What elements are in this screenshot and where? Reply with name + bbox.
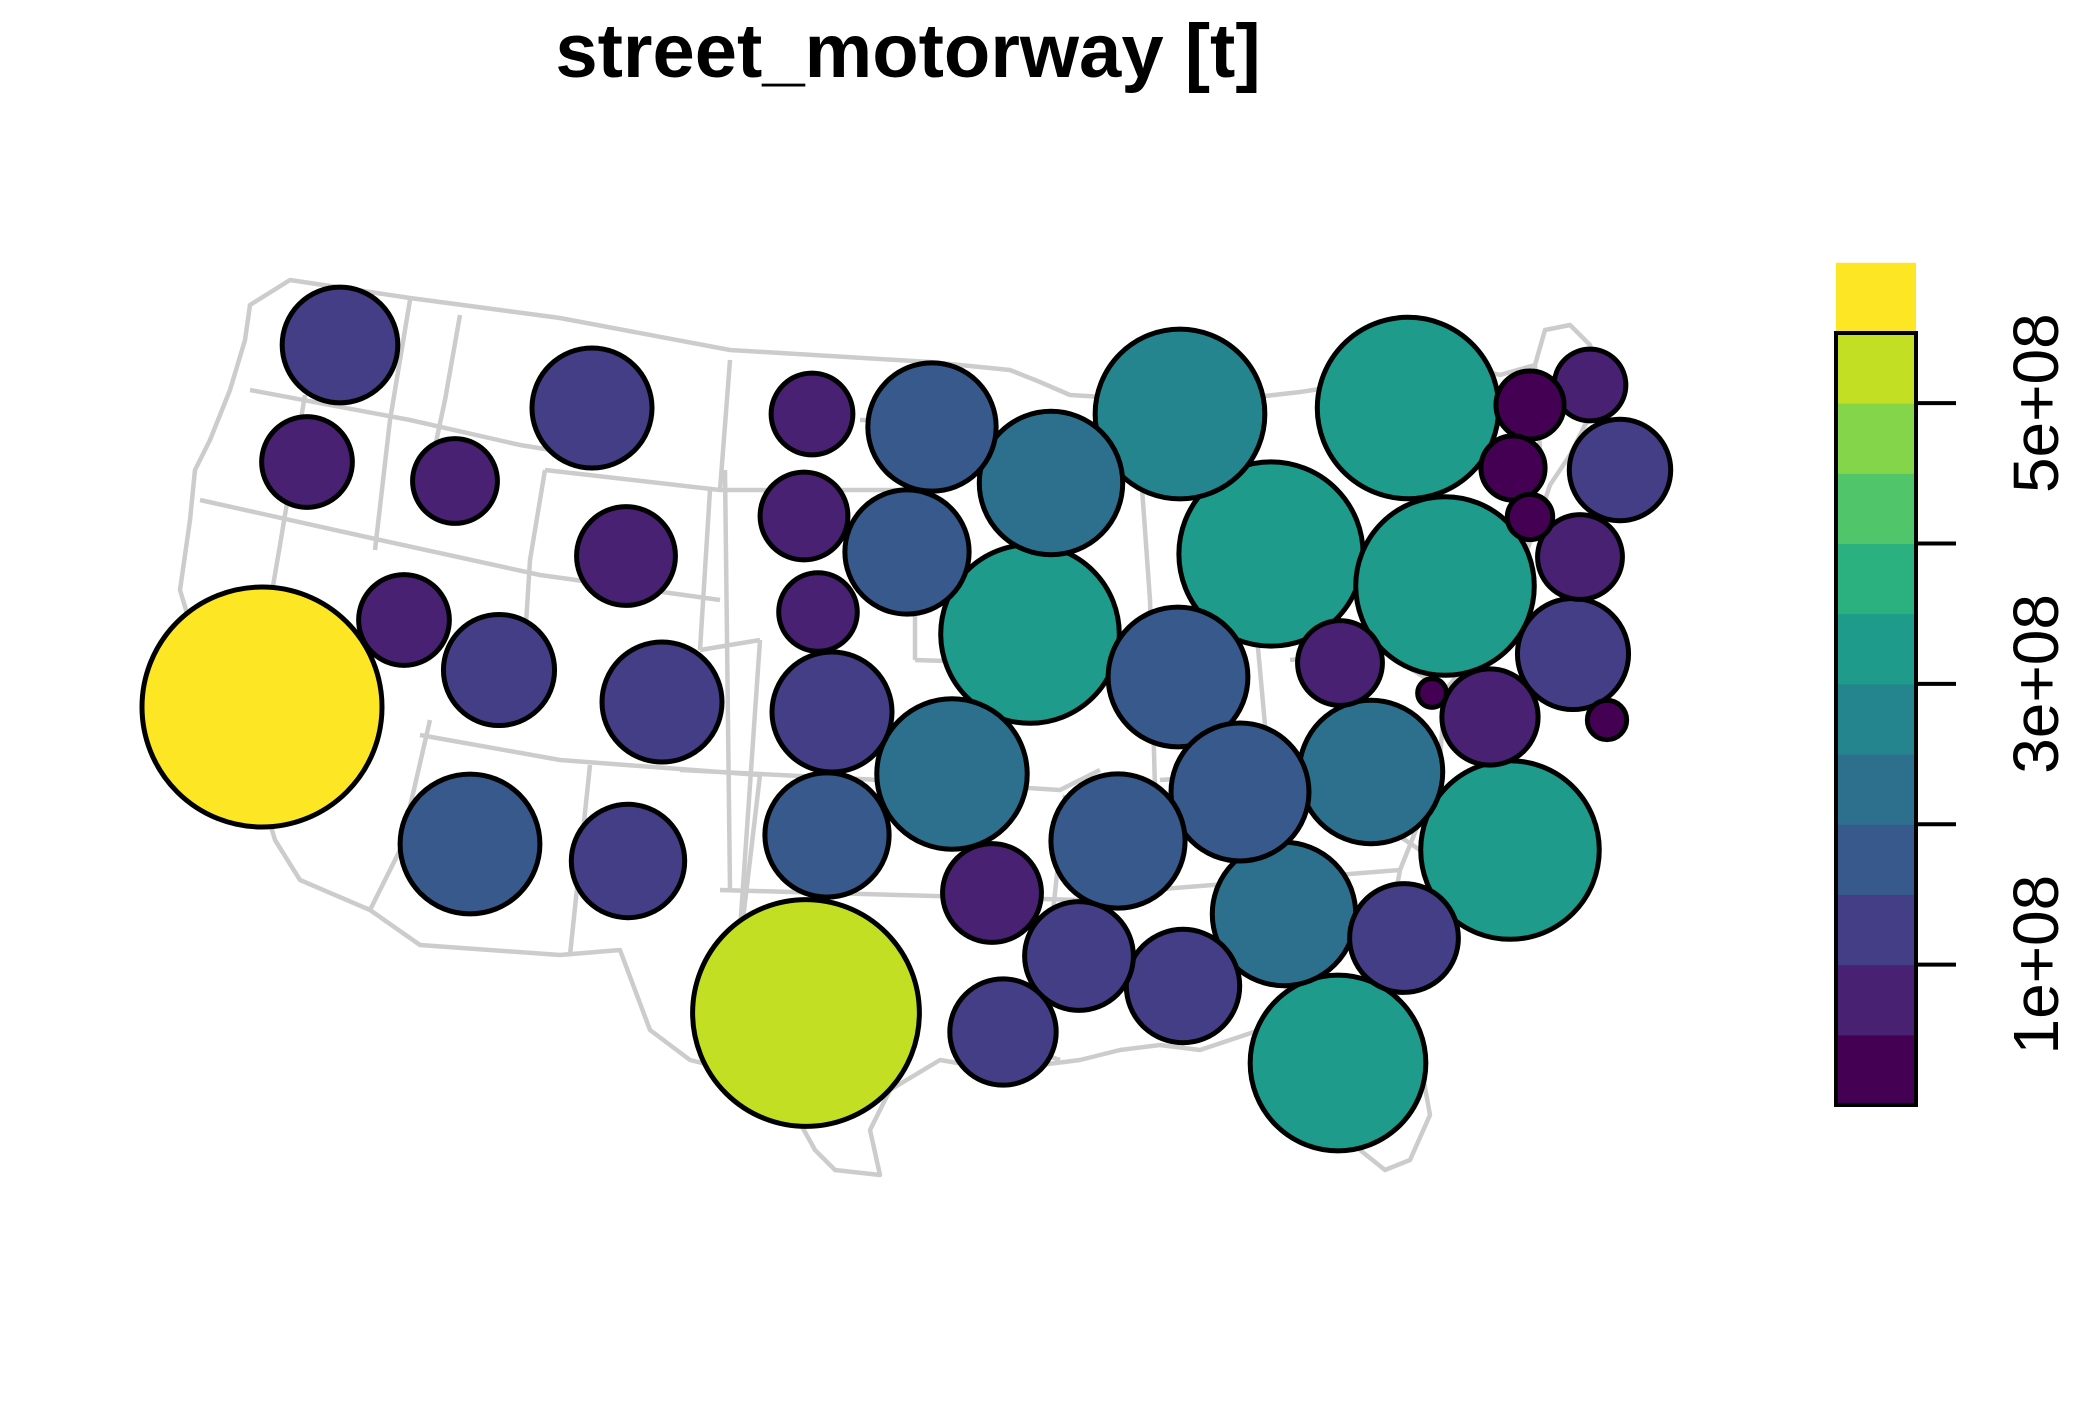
bubble-new-mexico	[568, 801, 688, 921]
legend-swatch	[1836, 262, 1916, 334]
bubble-alabama	[1123, 926, 1243, 1046]
bubble-pennsylvania	[1353, 494, 1537, 678]
legend-tick-label: 3e+08	[2000, 594, 2072, 774]
legend-tick-label: 5e+08	[2000, 313, 2072, 493]
bubble-oklahoma	[762, 770, 892, 900]
bubble-virginia	[1296, 697, 1446, 847]
bubble-district-of-columbia	[1584, 697, 1630, 743]
bubble-rhode-island	[1504, 491, 1556, 543]
bubble-iowa	[842, 487, 972, 617]
proportional-circles	[139, 284, 1674, 1154]
bubble-wisconsin	[976, 408, 1126, 558]
bubble-wyoming	[574, 504, 678, 608]
legend-swatch	[1836, 333, 1916, 404]
bubble-missouri	[874, 696, 1030, 852]
bubble-massachusetts	[1566, 416, 1674, 524]
bubble-florida	[1247, 972, 1429, 1154]
bubble-indiana	[1105, 604, 1251, 750]
bubble-utah	[440, 611, 558, 729]
bubble-idaho	[410, 436, 500, 526]
legend-swatch	[1836, 1034, 1916, 1106]
bubble-washington	[279, 284, 401, 406]
bubble-north-dakota	[768, 370, 856, 458]
bubble-new-hampshire	[1493, 368, 1567, 442]
legend-swatch	[1836, 543, 1916, 615]
legend-swatch	[1836, 473, 1916, 545]
legend-swatch	[1836, 964, 1916, 1036]
bubble-oregon	[259, 414, 355, 510]
bubble-west-virginia	[1295, 618, 1385, 708]
bubble-kansas	[769, 649, 895, 775]
bubble-california	[139, 584, 385, 830]
legend-swatch	[1836, 683, 1916, 755]
bubble-new-york	[1314, 314, 1502, 502]
bubble-delaware	[1415, 676, 1449, 710]
legend-tick-label: 1e+08	[2000, 875, 2072, 1055]
bubble-vermont	[1478, 433, 1548, 503]
bubble-texas	[690, 897, 922, 1129]
bubble-south-dakota	[757, 469, 851, 563]
legend-swatch	[1836, 754, 1916, 825]
bubble-louisiana	[947, 976, 1059, 1088]
bubble-mississippi	[1022, 899, 1136, 1013]
map-title: street_motorway [t]	[555, 9, 1261, 94]
bubble-minnesota	[865, 360, 999, 494]
bubble-arizona	[397, 771, 543, 917]
bubble-tennessee	[1168, 720, 1312, 864]
bubble-maryland	[1439, 666, 1541, 768]
legend-swatch	[1836, 894, 1916, 966]
legend-swatch	[1836, 403, 1916, 474]
bubble-colorado	[599, 639, 725, 765]
legend-swatch	[1836, 613, 1916, 685]
bubble-south-carolina	[1347, 881, 1461, 995]
bubble-nevada	[356, 572, 452, 668]
bubble-montana	[529, 345, 655, 471]
color-legend: 1e+08 3e+08 5e+08	[1834, 262, 2072, 1107]
bubble-arkansas	[940, 841, 1044, 945]
bubble-kentucky	[1048, 771, 1188, 911]
bubble-nebraska	[776, 570, 860, 654]
legend-swatch	[1836, 824, 1916, 895]
bubble-connecticut	[1535, 512, 1625, 602]
bubble-michigan	[1092, 326, 1268, 502]
